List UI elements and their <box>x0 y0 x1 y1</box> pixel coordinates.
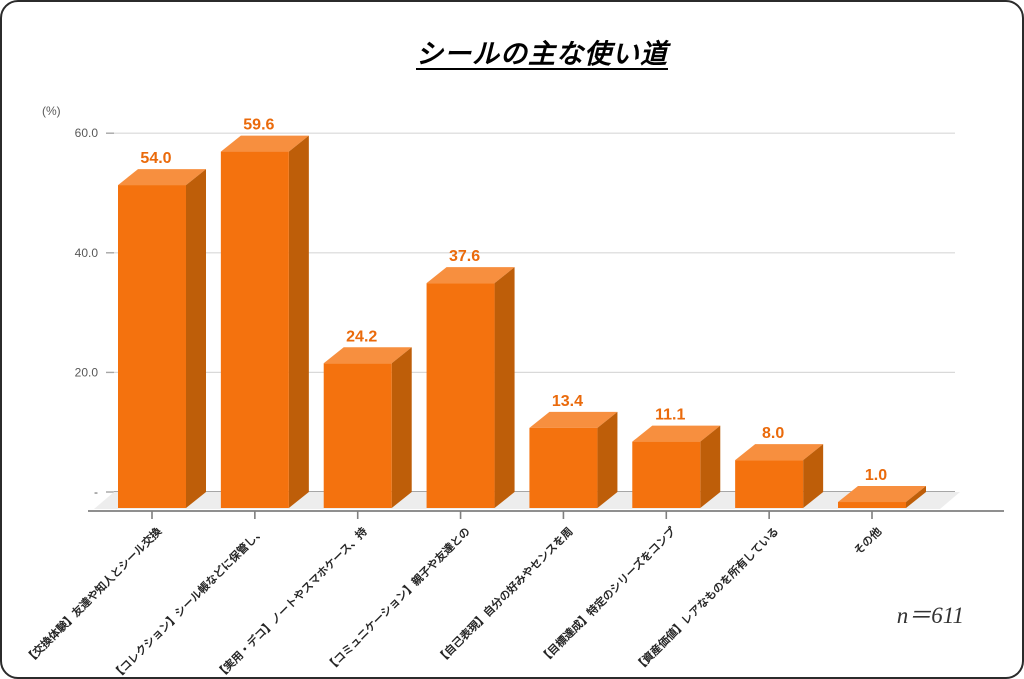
bar-top-face <box>426 267 515 284</box>
bar-top-face <box>632 425 721 442</box>
bar-top-face <box>118 169 206 186</box>
bar-value-label: 8.0 <box>762 425 784 442</box>
bar-side-face <box>494 267 515 508</box>
y-axis-tick-label: 40.0 <box>75 246 99 260</box>
y-axis-tick-label: 60.0 <box>75 126 99 140</box>
y-axis-tick-label: - <box>94 485 98 499</box>
bar <box>837 502 906 508</box>
bar <box>529 427 598 508</box>
bar <box>426 283 495 508</box>
bar-top-face <box>529 411 618 428</box>
bar-side-face <box>803 444 824 508</box>
bar <box>118 185 186 508</box>
bar-side-face <box>186 169 206 508</box>
y-axis-unit-label: (%) <box>42 104 61 118</box>
bar <box>735 460 804 508</box>
sample-size-note: n＝611 <box>896 603 964 628</box>
bar-top-face <box>735 444 824 461</box>
bar-value-label: 1.0 <box>865 467 887 484</box>
bar-value-label: 59.6 <box>243 117 274 134</box>
bar-value-label: 37.6 <box>449 248 480 265</box>
bar-value-label: 54.0 <box>140 150 171 167</box>
bar-side-face <box>905 486 926 508</box>
bar-value-label: 11.1 <box>655 407 685 424</box>
bar <box>323 363 392 508</box>
bar-side-face <box>700 425 721 508</box>
bar-value-label: 24.2 <box>346 328 377 345</box>
bar-top-face <box>837 486 926 503</box>
y-axis-tick-label: 20.0 <box>75 365 99 379</box>
bar-top-face <box>323 347 412 364</box>
bar <box>220 151 289 509</box>
bar <box>632 441 701 508</box>
bar-side-face <box>391 347 412 508</box>
bar-value-label: 13.4 <box>552 393 583 410</box>
chart-title: シールの主な使い道 <box>416 39 668 69</box>
bar-side-face <box>597 411 618 508</box>
category-label: その他 <box>851 524 884 557</box>
bar-top-face <box>220 135 309 152</box>
bar-side-face <box>288 135 309 509</box>
